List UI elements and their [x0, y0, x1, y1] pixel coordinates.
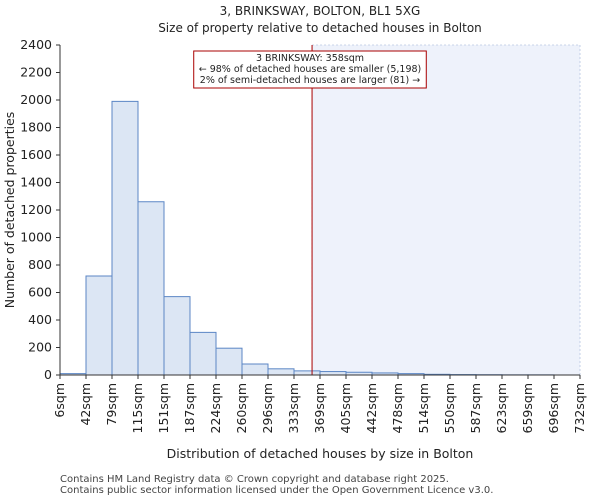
y-tick-label-400: 400	[28, 312, 52, 327]
x-tick-label-514sqm: 514sqm	[416, 383, 431, 433]
y-tick-label-2000: 2000	[20, 92, 52, 107]
chart-subtitle: Size of property relative to detached ho…	[158, 21, 482, 35]
bar-224sqm	[215, 347, 243, 376]
annotation-line-2: ← 98% of detached houses are smaller (5,…	[199, 64, 422, 75]
x-tick-label-115sqm: 115sqm	[130, 383, 145, 433]
y-tick-label-800: 800	[28, 257, 52, 272]
x-tick-label-6sqm: 6sqm	[52, 383, 67, 418]
x-tick-label-333sqm: 333sqm	[286, 383, 301, 433]
histogram-bars	[59, 100, 555, 376]
footer-line-1: Contains HM Land Registry data © Crown c…	[60, 474, 449, 485]
larger-property-region	[311, 44, 581, 376]
x-tick-label-151sqm: 151sqm	[156, 383, 171, 433]
x-tick-label-623sqm: 623sqm	[494, 383, 509, 433]
x-tick-label-587sqm: 587sqm	[468, 383, 483, 433]
x-tick-label-42sqm: 42sqm	[78, 383, 93, 426]
annotation-box: 3 BRINKSWAY: 358sqm ← 98% of detached ho…	[193, 50, 427, 89]
bar-369sqm	[319, 371, 347, 376]
y-axis-ticks: 0 200 400 600 800 1000 1200 1400 1600 1800 2000 220…	[20, 37, 60, 382]
y-tick-label-1800: 1800	[20, 120, 52, 135]
x-tick-label-550sqm: 550sqm	[442, 383, 457, 433]
annotation-line-3: 2% of semi-detached houses are larger (8…	[200, 75, 420, 86]
annotation-frame	[193, 50, 427, 89]
y-axis-label: Number of detached properties	[2, 112, 17, 309]
bar-151sqm	[163, 296, 191, 376]
bar-296sqm	[267, 368, 295, 376]
x-tick-label-696sqm: 696sqm	[546, 383, 561, 433]
y-tick-label-200: 200	[28, 340, 52, 355]
bar-260sqm	[241, 363, 269, 376]
y-tick-label-1600: 1600	[20, 147, 52, 162]
y-tick-label-2400: 2400	[20, 37, 52, 52]
x-tick-label-478sqm: 478sqm	[390, 383, 405, 433]
x-tick-label-224sqm: 224sqm	[208, 383, 223, 433]
y-tick-label-1200: 1200	[20, 202, 52, 217]
y-tick-label-600: 600	[28, 285, 52, 300]
y-tick-label-0: 0	[44, 367, 52, 382]
chart-title: 3, BRINKSWAY, BOLTON, BL1 5XG	[220, 4, 421, 18]
x-axis-label: Distribution of detached houses by size …	[167, 446, 474, 461]
y-tick-label-2200: 2200	[20, 65, 52, 80]
x-tick-label-260sqm: 260sqm	[234, 383, 249, 433]
footer-line-2: Contains public sector information licen…	[60, 485, 494, 496]
y-tick-label-1400: 1400	[20, 175, 52, 190]
x-tick-label-659sqm: 659sqm	[520, 383, 535, 433]
x-tick-label-369sqm: 369sqm	[312, 383, 327, 433]
y-tick-label-1000: 1000	[20, 230, 52, 245]
bar-79sqm	[111, 100, 139, 376]
x-tick-label-732sqm: 732sqm	[572, 383, 587, 433]
bar-42sqm	[85, 275, 113, 376]
bar-333sqm	[293, 370, 321, 376]
bar-187sqm	[189, 331, 217, 376]
x-tick-label-405sqm: 405sqm	[338, 383, 353, 433]
x-tick-label-187sqm: 187sqm	[182, 383, 197, 433]
x-tick-label-79sqm: 79sqm	[104, 383, 119, 426]
x-axis-ticks: 6sqm 42sqm 79sqm 115sqm 151sqm 187sqm 224sqm 26…	[52, 375, 587, 433]
x-tick-label-442sqm: 442sqm	[364, 383, 379, 433]
larger-region-shade	[311, 44, 581, 376]
x-tick-label-296sqm: 296sqm	[260, 383, 275, 433]
bar-115sqm	[137, 201, 165, 376]
annotation-line-1: 3 BRINKSWAY: 358sqm	[256, 53, 364, 64]
